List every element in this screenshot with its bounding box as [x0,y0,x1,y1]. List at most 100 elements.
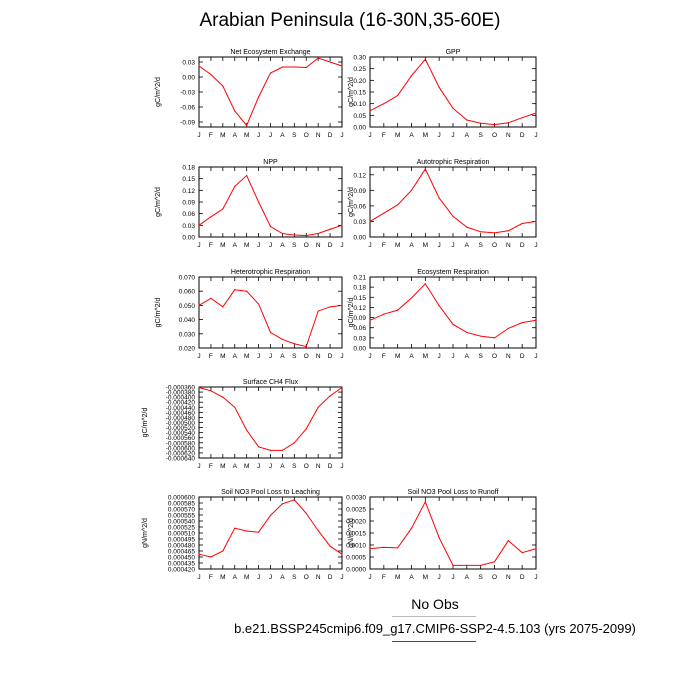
data-point [507,327,509,329]
x-tick-label: J [340,574,343,581]
data-point [246,290,248,292]
data-point [198,386,200,389]
y-tick-label: 0.000585 [168,501,195,508]
data-point [329,395,331,397]
data-point [438,86,440,88]
x-tick-label: M [423,574,428,581]
data-point [452,215,454,217]
data-point [198,553,200,555]
data-point [397,309,399,311]
x-tick-label: N [316,574,321,581]
data-point [535,112,537,114]
y-axis-label: gC/m^2/d [348,77,355,107]
data-point [222,396,224,398]
x-tick-label: D [328,132,333,139]
panel-net-ecosystem-exchange: Net Ecosystem Exchange -0.09 -0.06 -0.03 0.0… [155,49,344,139]
data-point [222,550,224,552]
data-point [521,322,523,324]
x-tick-label: J [534,353,537,360]
data-point [269,514,272,517]
x-tick-label: J [340,132,343,139]
data-point [480,335,482,337]
data-point [452,107,454,109]
panel-surface-ch4-flux: Surface CH4 Flux-0.000640-0.000600-0.000… [142,379,344,470]
x-tick-label: J [451,353,454,360]
data-point [521,552,523,554]
y-tick-label: 0.15 [353,295,366,302]
x-tick-label: N [316,353,321,360]
data-point [269,225,272,228]
data-point [281,449,284,451]
x-tick-label: J [197,463,200,470]
data-point [293,66,295,68]
x-tick-label: J [257,132,260,139]
x-tick-label: A [280,132,285,139]
data-point [329,228,331,230]
data-point [466,564,468,567]
series-line [198,499,343,558]
x-tick-label: J [269,353,272,360]
x-tick-label: A [409,353,414,360]
data-point [293,499,295,501]
x-tick-label: J [340,242,343,249]
y-tick-label: 0.10 [353,101,366,108]
series-line [369,282,537,339]
y-tick-label: 0.18 [182,165,195,172]
page-title: Arabian Peninsula (16-30N,35-60E) [199,10,501,31]
data-point [438,197,440,199]
y-tick-label: 0.0025 [346,507,366,514]
y-tick-label: 0.03 [353,219,366,226]
y-tick-label: 0.000540 [168,519,195,526]
data-point [452,323,454,325]
data-point [305,512,307,515]
data-point [341,65,343,67]
y-tick-label: -0.000380 [166,390,196,397]
x-tick-label: O [492,574,497,581]
y-axis-label: gC/m^2/d [155,298,162,328]
y-tick-label: 0.000435 [168,561,195,568]
panel-title: Net Ecosystem Exchange [230,49,310,56]
panel-title: Autotrophic Respiration [417,159,490,166]
data-point [438,305,440,307]
data-point [438,537,440,539]
x-tick-label: J [368,242,371,249]
panel-title: GPP [446,49,461,56]
y-tick-label: -0.000580 [166,440,196,447]
y-tick-label: 0.25 [353,66,366,73]
x-tick-label: F [382,242,386,249]
x-tick-label: A [409,242,414,249]
data-point [480,122,482,124]
data-point [281,503,284,505]
data-point [317,310,319,312]
y-tick-label: 0.03 [353,335,366,342]
x-tick-label: J [368,574,371,581]
panel-soil-no3-pool-loss-to-leaching: Soil NO3 Pool Loss to Leaching0.0004200.… [142,489,344,581]
data-point [246,429,248,431]
data-point [198,224,200,226]
x-tick-label: J [197,353,200,360]
data-point [246,530,248,532]
panel-autotrophic-respiration: Autotrophic Respiration 0.00 0.03 0.06 0.09 0… [348,159,538,249]
y-tick-label: -0.000400 [166,395,196,402]
data-point [222,85,224,87]
y-tick-label: 0.06 [182,211,195,218]
plot-frame [369,166,537,238]
data-point [535,220,537,223]
x-tick-label: M [244,353,249,360]
x-tick-label: J [269,463,272,470]
x-tick-label: S [292,463,297,470]
data-point [466,119,468,121]
data-point [507,122,509,124]
x-tick-label: M [423,132,428,139]
data-point [397,547,399,549]
data-point [424,283,426,285]
y-tick-label: -0.000360 [166,385,196,392]
x-tick-label: O [304,353,309,360]
y-tick-label: -0.000540 [166,430,196,437]
x-tick-label: J [438,242,441,249]
x-tick-label: F [209,574,213,581]
x-tick-label: S [478,242,483,249]
x-tick-label: M [220,132,225,139]
panel-ecosystem-respiration: Ecosystem Respiration 0.00 0.03 0.06 0.09 0.1… [348,269,538,360]
x-tick-label: D [520,242,525,249]
